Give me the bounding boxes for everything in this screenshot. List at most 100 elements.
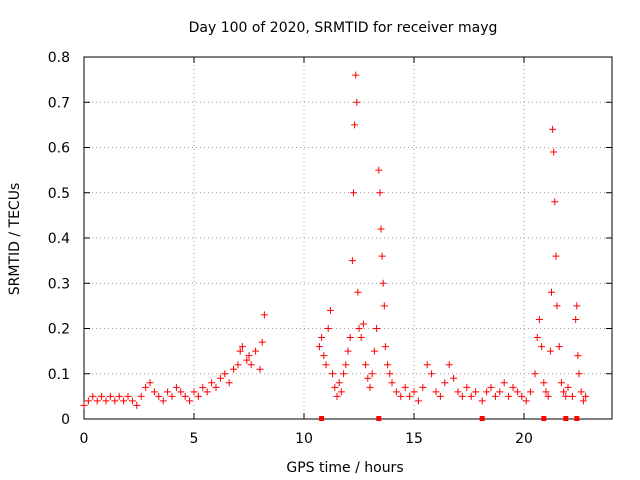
data-point [553, 302, 561, 310]
data-point [346, 334, 354, 342]
data-point [84, 397, 92, 405]
data-point [467, 392, 475, 400]
data-point [522, 397, 530, 405]
data-point [401, 383, 409, 391]
data-point [445, 361, 453, 369]
data-point [574, 352, 582, 360]
data-point [555, 343, 563, 351]
data-point [352, 71, 360, 79]
x-tick-label: 0 [80, 431, 89, 447]
data-point [535, 315, 543, 323]
data-point [335, 379, 343, 387]
data-point [472, 388, 480, 396]
data-point [348, 257, 356, 265]
y-tick-label: 0.3 [48, 276, 70, 292]
data-point [168, 392, 176, 400]
y-tick-label: 0.2 [48, 322, 70, 338]
data-point [572, 315, 580, 323]
data-point [509, 383, 517, 391]
data-point [368, 370, 376, 378]
data-point [538, 343, 546, 351]
data-point [124, 392, 132, 400]
data-point [531, 370, 539, 378]
data-point [414, 397, 422, 405]
data-point [146, 379, 154, 387]
gap-marker [479, 416, 485, 421]
data-point [137, 392, 145, 400]
data-point [256, 365, 264, 373]
data-point [370, 347, 378, 355]
data-point [133, 401, 141, 409]
data-point [194, 392, 202, 400]
data-point [392, 388, 400, 396]
data-point [478, 397, 486, 405]
data-point [322, 361, 330, 369]
data-point [234, 361, 242, 369]
gap-marker [563, 416, 569, 421]
y-axis-label: SRMTID / TECUs [7, 183, 23, 296]
chart-title: Day 100 of 2020, SRMTID for receiver may… [189, 20, 498, 36]
data-point [329, 370, 337, 378]
data-point [513, 388, 521, 396]
gap-marker [376, 416, 382, 421]
data-point [575, 370, 583, 378]
data-point [505, 392, 513, 400]
data-point [333, 392, 341, 400]
data-point [573, 302, 581, 310]
gap-markers [319, 416, 580, 421]
data-point [491, 392, 499, 400]
data-point [364, 374, 372, 382]
data-point [557, 379, 565, 387]
data-point [252, 347, 260, 355]
gap-marker [541, 416, 547, 421]
data-point [527, 388, 535, 396]
data-point [362, 361, 370, 369]
data-point [357, 334, 365, 342]
data-point [80, 401, 88, 409]
data-point [377, 225, 385, 233]
data-point [432, 388, 440, 396]
data-point [562, 392, 570, 400]
data-point [419, 383, 427, 391]
data-point [142, 383, 150, 391]
data-point [128, 397, 136, 405]
data-point [258, 338, 266, 346]
data-point [350, 189, 357, 197]
data-point [388, 379, 396, 387]
data-point [551, 198, 559, 206]
x-tick-label: 5 [190, 431, 199, 447]
data-point [366, 383, 374, 391]
data-point [89, 392, 97, 400]
data-point [546, 347, 554, 355]
data-point [260, 311, 268, 319]
y-tick-label: 0.5 [48, 186, 70, 202]
data-point [111, 397, 119, 405]
data-point [500, 379, 508, 387]
data-point [376, 189, 384, 197]
data-point [208, 379, 216, 387]
data-point [120, 397, 128, 405]
data-point [337, 388, 345, 396]
data-point [236, 347, 244, 355]
data-point [230, 365, 238, 373]
data-point [552, 252, 560, 260]
data-point [397, 392, 405, 400]
data-point [324, 325, 332, 332]
data-point [560, 388, 568, 396]
data-point [190, 388, 198, 396]
x-axis-label: GPS time / hours [286, 460, 403, 476]
data-point [216, 374, 224, 382]
data-point [225, 379, 233, 387]
data-point [353, 98, 361, 106]
data-point [159, 397, 167, 405]
data-point [454, 388, 462, 396]
data-point [450, 374, 458, 382]
data-point [344, 347, 352, 355]
y-tick-label: 0 [61, 412, 70, 428]
data-point [172, 383, 180, 391]
data-point [579, 397, 587, 405]
y-tick-label: 0.8 [48, 50, 70, 66]
data-point [181, 392, 189, 400]
data-point [582, 392, 590, 400]
